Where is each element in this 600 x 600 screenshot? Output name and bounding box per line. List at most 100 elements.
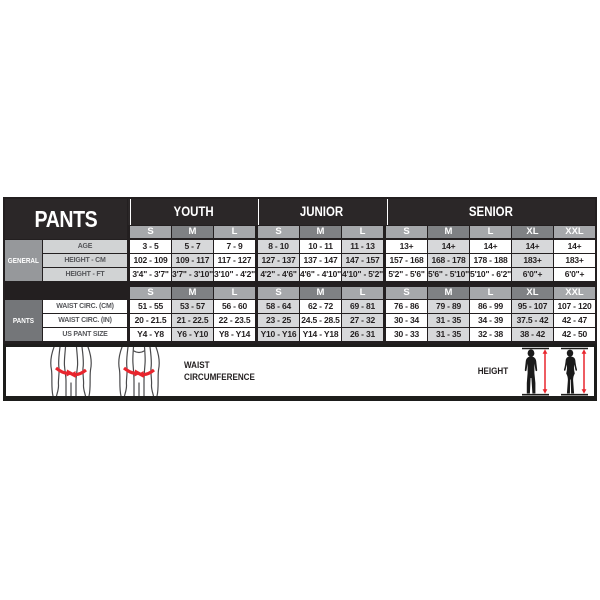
value-cell: 22 - 23.5: [214, 314, 255, 327]
value-cell: 37.5 - 42: [512, 314, 553, 327]
value-cell: 147 - 157: [342, 254, 383, 267]
size-header-junior-m: M: [300, 226, 341, 238]
value-cell: 11 - 13: [342, 240, 383, 253]
value-cell: 4'2" - 4'6": [258, 268, 299, 281]
column-group-header-row: YOUTH JUNIOR SENIOR: [128, 199, 595, 225]
size-header-senior-xl: XL: [512, 226, 553, 238]
size-header-youth-l: L: [214, 226, 255, 238]
value-cell: 14+: [470, 240, 511, 253]
size-header-youth-l: L: [214, 287, 255, 299]
row-label: AGE: [43, 240, 127, 253]
size-header-youth-m: M: [172, 287, 213, 299]
value-cell: Y6 - Y10: [172, 328, 213, 341]
size-header-senior-l: L: [470, 226, 511, 238]
column-group-youth: YOUTH: [130, 199, 256, 225]
value-cell: 8 - 10: [258, 240, 299, 253]
table-title-text: PANTS: [34, 205, 98, 232]
height-figure-female-icon: [561, 347, 588, 396]
value-cell: 10 - 11: [300, 240, 341, 253]
value-cell: 20 - 21.5: [130, 314, 171, 327]
value-cell: 157 - 168: [386, 254, 427, 267]
size-header-junior-l: L: [342, 287, 383, 299]
value-cell: Y14 - Y18: [300, 328, 341, 341]
pants-sizing-table: PANTS YOUTH JUNIOR SENIOR S M L S M L S M L XL XXL: [3, 197, 597, 344]
height-figure-male-icon: [522, 347, 549, 396]
value-cell: Y8 - Y14: [214, 328, 255, 341]
size-header-junior-s: S: [258, 287, 299, 299]
value-cell: 13+: [386, 240, 427, 253]
table-row: WAIST CIRC. (CM) 51 - 55 53 - 57 56 - 60 58 …: [43, 300, 595, 313]
value-cell: 62 - 72: [300, 300, 341, 313]
size-header-senior-l: L: [470, 287, 511, 299]
value-cell: 21 - 22.5: [172, 314, 213, 327]
value-cell: 31 - 35: [428, 328, 469, 341]
value-cell: 102 - 109: [130, 254, 171, 267]
table-header: PANTS YOUTH JUNIOR SENIOR S M L S M L S M L XL XXL: [5, 199, 595, 239]
row-group-label-general: GENERAL: [5, 240, 42, 281]
value-cell: 27 - 32: [342, 314, 383, 327]
size-header-senior-s: S: [386, 287, 427, 299]
table-row: US PANT SIZE Y4 - Y8 Y6 - Y10 Y8 - Y14 Y10 -…: [43, 328, 595, 341]
value-cell: 3 - 5: [130, 240, 171, 253]
value-cell: 79 - 89: [428, 300, 469, 313]
size-header-youth-s: S: [130, 287, 171, 299]
value-cell: 26 - 31: [342, 328, 383, 341]
value-cell: 127 - 137: [258, 254, 299, 267]
size-header-row-pants: S M L S M L S M L XL XXL: [5, 287, 595, 299]
value-cell: 14+: [428, 240, 469, 253]
value-cell: 5'2" - 5'6": [386, 268, 427, 281]
size-header-senior-xxl: XXL: [554, 226, 595, 238]
value-cell: 6'0"+: [512, 268, 553, 281]
size-header-junior-s: S: [258, 226, 299, 238]
column-group-junior: JUNIOR: [258, 199, 384, 225]
value-cell: 3'4" - 3'7": [130, 268, 171, 281]
section-pants: PANTS WAIST CIRC. (CM) 51 - 55 53 - 57 56 -…: [5, 300, 595, 341]
column-group-senior: SENIOR: [386, 199, 595, 225]
waist-figure-back-icon: [118, 347, 160, 396]
row-label: HEIGHT - FT: [43, 268, 127, 281]
value-cell: 30 - 33: [386, 328, 427, 341]
waist-circumference-label: WAIST CIRCUMFERENCE: [184, 360, 255, 383]
value-cell: 183+: [512, 254, 553, 267]
value-cell: 69 - 81: [342, 300, 383, 313]
waist-figure-front-icon: [50, 347, 92, 396]
value-cell: 137 - 147: [300, 254, 341, 267]
value-cell: 56 - 60: [214, 300, 255, 313]
value-cell: 95 - 107: [512, 300, 553, 313]
size-header-senior-s: S: [386, 226, 427, 238]
size-header-senior-m: M: [428, 226, 469, 238]
value-cell: 30 - 34: [386, 314, 427, 327]
value-cell: 3'10" - 4'2": [214, 268, 255, 281]
size-header-senior-xxl: XXL: [554, 287, 595, 299]
size-header-junior-l: L: [342, 226, 383, 238]
size-header-youth-m: M: [172, 226, 213, 238]
value-cell: 34 - 39: [470, 314, 511, 327]
row-group-label-pants: PANTS: [5, 300, 42, 341]
value-cell: 24.5 - 28.5: [300, 314, 341, 327]
value-cell: 5 - 7: [172, 240, 213, 253]
value-cell: 5'6" - 5'10": [428, 268, 469, 281]
value-cell: 107 - 120: [554, 300, 595, 313]
value-cell: 4'6" - 4'10": [300, 268, 341, 281]
value-cell: 58 - 64: [258, 300, 299, 313]
size-header-spacer: [5, 287, 127, 299]
size-header-senior-xl: XL: [512, 287, 553, 299]
value-cell: 23 - 25: [258, 314, 299, 327]
section-divider: [5, 282, 595, 286]
value-cell: 42 - 47: [554, 314, 595, 327]
size-header-senior-m: M: [428, 287, 469, 299]
value-cell: 4'10" - 5'2": [342, 268, 383, 281]
size-header-youth-s: S: [130, 226, 171, 238]
value-cell: Y4 - Y8: [130, 328, 171, 341]
table-row: WAIST CIRC. (IN) 20 - 21.5 21 - 22.5 22 - 2…: [43, 314, 595, 327]
value-cell: 5'10" - 6'2": [470, 268, 511, 281]
value-cell: 183+: [554, 254, 595, 267]
value-cell: 3'7" - 3'10": [172, 268, 213, 281]
table-row: HEIGHT - FT 3'4" - 3'7" 3'7" - 3'10" 3'10" …: [43, 268, 595, 281]
value-cell: 51 - 55: [130, 300, 171, 313]
value-cell: 14+: [554, 240, 595, 253]
value-cell: 117 - 127: [214, 254, 255, 267]
